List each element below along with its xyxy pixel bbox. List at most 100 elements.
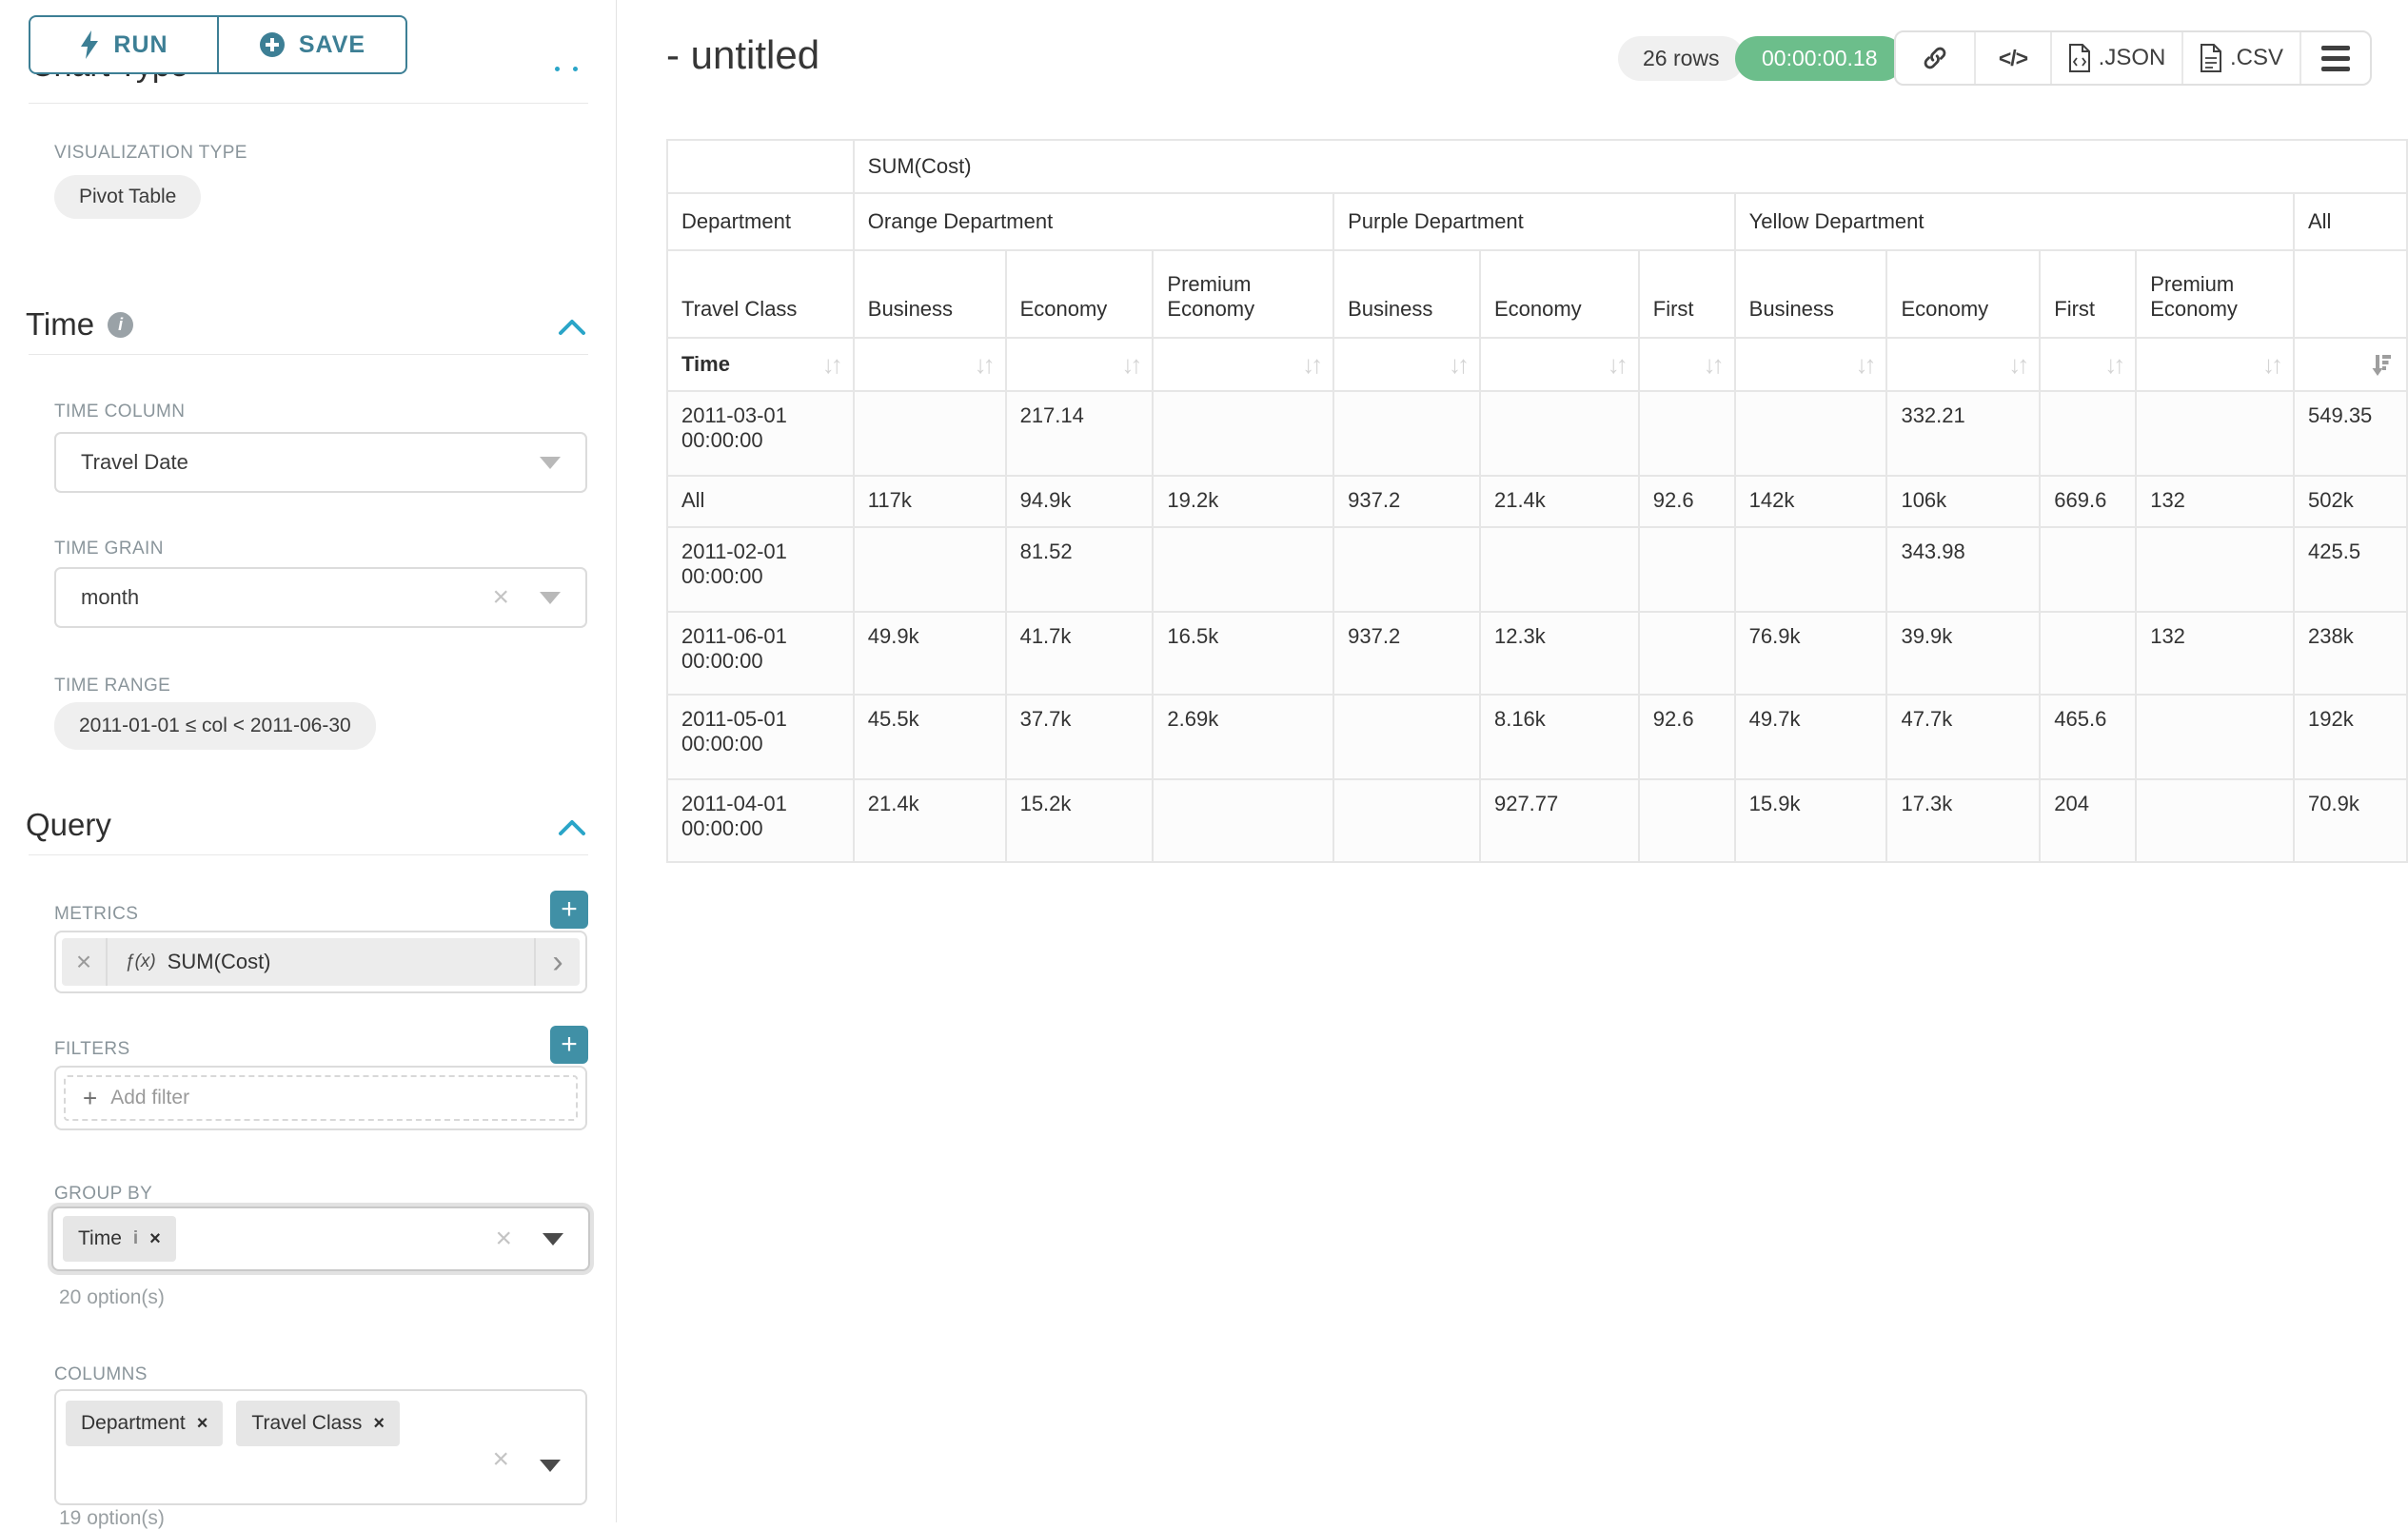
save-button[interactable]: SAVE — [217, 15, 407, 74]
remove-tag-icon[interactable]: × — [149, 1227, 161, 1249]
columns-tag[interactable]: Department × — [66, 1401, 224, 1446]
filters-box: + Add filter — [54, 1066, 587, 1130]
divider — [29, 354, 588, 355]
remove-tag-icon[interactable]: × — [196, 1412, 208, 1434]
visualization-type-label: VISUALIZATION TYPE — [54, 143, 247, 163]
pivot-cell: 502k — [2293, 475, 2408, 528]
sort-toggle[interactable]: Time ↓↑ — [666, 337, 855, 392]
corner-cell — [666, 139, 855, 194]
metric-value: SUM(Cost) — [167, 950, 271, 973]
chart-title[interactable]: - untitled — [666, 32, 820, 77]
pivot-cell: 41.7k — [1004, 611, 1155, 696]
row-header: 2011-06-01 00:00:00 — [666, 611, 855, 696]
sort-toggle[interactable]: ↓↑ — [1733, 337, 1888, 392]
pivot-cell: 425.5 — [2293, 526, 2408, 613]
pivot-cell — [1637, 526, 1736, 613]
sort-toggle[interactable]: ↓↑ — [852, 337, 1007, 392]
sort-toggle[interactable]: ↓↑ — [2135, 337, 2295, 392]
pivot-cell: 132 — [2135, 475, 2295, 528]
pivot-cell: 132 — [2135, 611, 2295, 696]
table-row: 2011-02-01 00:00:00 81.52 343.98 425.5 — [666, 526, 2408, 613]
pivot-cell — [1332, 694, 1481, 780]
remove-tag-icon[interactable]: × — [373, 1412, 385, 1434]
pivot-cell: 81.52 — [1004, 526, 1155, 613]
travel-class-header: Business — [852, 249, 1007, 339]
export-button-group: </> .JSON .CSV — [1894, 30, 2372, 86]
group-by-tag[interactable]: Time i × — [63, 1216, 176, 1262]
menu-button[interactable] — [2301, 32, 2370, 84]
table-row: 2011-04-01 00:00:00 21.4k 15.2k 927.77 15.9k… — [666, 778, 2408, 863]
sort-toggle[interactable]: ↓↑ — [1332, 337, 1481, 392]
add-filter-button[interactable]: + Add filter — [64, 1075, 578, 1121]
pivot-cell — [1637, 390, 1736, 477]
view-query-button[interactable]: </> — [1976, 32, 2052, 84]
sort-toggle[interactable]: ↓↑ — [1637, 337, 1736, 392]
remove-metric-icon[interactable]: × — [62, 938, 108, 986]
export-csv-button[interactable]: .CSV — [2183, 32, 2301, 84]
clear-icon[interactable]: × — [492, 581, 509, 613]
pivot-cell: 238k — [2293, 611, 2408, 696]
pivot-cell — [2039, 390, 2138, 477]
time-grain-select[interactable]: month × — [54, 567, 587, 628]
sort-toggle[interactable]: ↓↑ — [1478, 337, 1640, 392]
pivot-cell: 937.2 — [1332, 611, 1481, 696]
tag-label: Department — [81, 1412, 186, 1434]
query-timer-badge: 00:00:00.18 — [1735, 36, 1905, 81]
columns-options-hint: 19 option(s) — [59, 1507, 165, 1529]
pivot-cell — [852, 526, 1007, 613]
travel-class-header: First — [2039, 249, 2138, 339]
collapse-query-chevron-up-icon[interactable] — [558, 818, 586, 837]
pivot-cell — [1332, 390, 1481, 477]
run-button[interactable]: RUN — [29, 15, 219, 74]
share-link-button[interactable] — [1896, 32, 1976, 84]
pivot-cell: 343.98 — [1885, 526, 2042, 613]
pivot-cell: 47.7k — [1885, 694, 2042, 780]
export-json-button[interactable]: .JSON — [2052, 32, 2183, 84]
divider — [29, 103, 588, 104]
pivot-cell: 142k — [1733, 475, 1888, 528]
clear-icon[interactable]: × — [495, 1223, 512, 1254]
divider — [29, 854, 588, 855]
sort-icon: ↓↑ — [1607, 349, 1628, 379]
sort-toggle[interactable]: ↓↑ — [1152, 337, 1335, 392]
time-column-label: TIME COLUMN — [54, 402, 186, 422]
travel-class-header: Premium Economy — [1152, 249, 1335, 339]
collapse-time-chevron-up-icon[interactable] — [558, 318, 586, 337]
chevron-down-icon — [540, 457, 561, 469]
metric-pill[interactable]: × ƒ(x) SUM(Cost) › — [62, 938, 580, 986]
pivot-cell: 17.3k — [1885, 778, 2042, 863]
clear-icon[interactable]: × — [492, 1443, 509, 1475]
pivot-table-container: SUM(Cost) Department Orange Department Purp… — [666, 139, 2408, 863]
travel-class-header: Business — [1332, 249, 1481, 339]
sort-icon: ↓↑ — [821, 349, 843, 379]
add-filter-plus-button[interactable]: + — [550, 1026, 588, 1064]
sort-toggle[interactable]: ↓↑ — [1004, 337, 1155, 392]
pivot-cell: 669.6 — [2039, 475, 2138, 528]
columns-select[interactable]: Department × Travel Class × × — [54, 1389, 587, 1505]
add-metric-button[interactable]: + — [550, 891, 588, 929]
sort-toggle[interactable]: ↓↑ — [1885, 337, 2042, 392]
sort-toggle[interactable] — [2293, 337, 2408, 392]
columns-tag[interactable]: Travel Class × — [236, 1401, 401, 1446]
file-code-icon — [2068, 44, 2090, 72]
pivot-cell: 92.6 — [1637, 475, 1736, 528]
visualization-type-pill[interactable]: Pivot Table — [54, 175, 202, 219]
pivot-cell: 192k — [2293, 694, 2408, 780]
time-column-select[interactable]: Travel Date — [54, 432, 587, 493]
group-by-select[interactable]: Time i × × — [51, 1206, 590, 1271]
travel-class-axis-label: Travel Class — [666, 249, 855, 339]
pivot-cell: 21.4k — [1478, 475, 1640, 528]
row-header: 2011-02-01 00:00:00 — [666, 526, 855, 613]
time-axis-label: Time — [681, 352, 730, 376]
department-group-header: Orange Department — [852, 192, 1335, 251]
pivot-cell — [1332, 526, 1481, 613]
travel-class-header: Economy — [1004, 249, 1155, 339]
sort-icon: ↓↑ — [1448, 349, 1470, 379]
tag-label: Travel Class — [251, 1412, 363, 1434]
sort-toggle[interactable]: ↓↑ — [2039, 337, 2138, 392]
pivot-cell: 549.35 — [2293, 390, 2408, 477]
time-range-pill[interactable]: 2011-01-01 ≤ col < 2011-06-30 — [54, 702, 376, 750]
expand-metric-icon[interactable]: › — [534, 938, 580, 986]
pivot-cell: 117k — [852, 475, 1007, 528]
pivot-cell — [1332, 778, 1481, 863]
